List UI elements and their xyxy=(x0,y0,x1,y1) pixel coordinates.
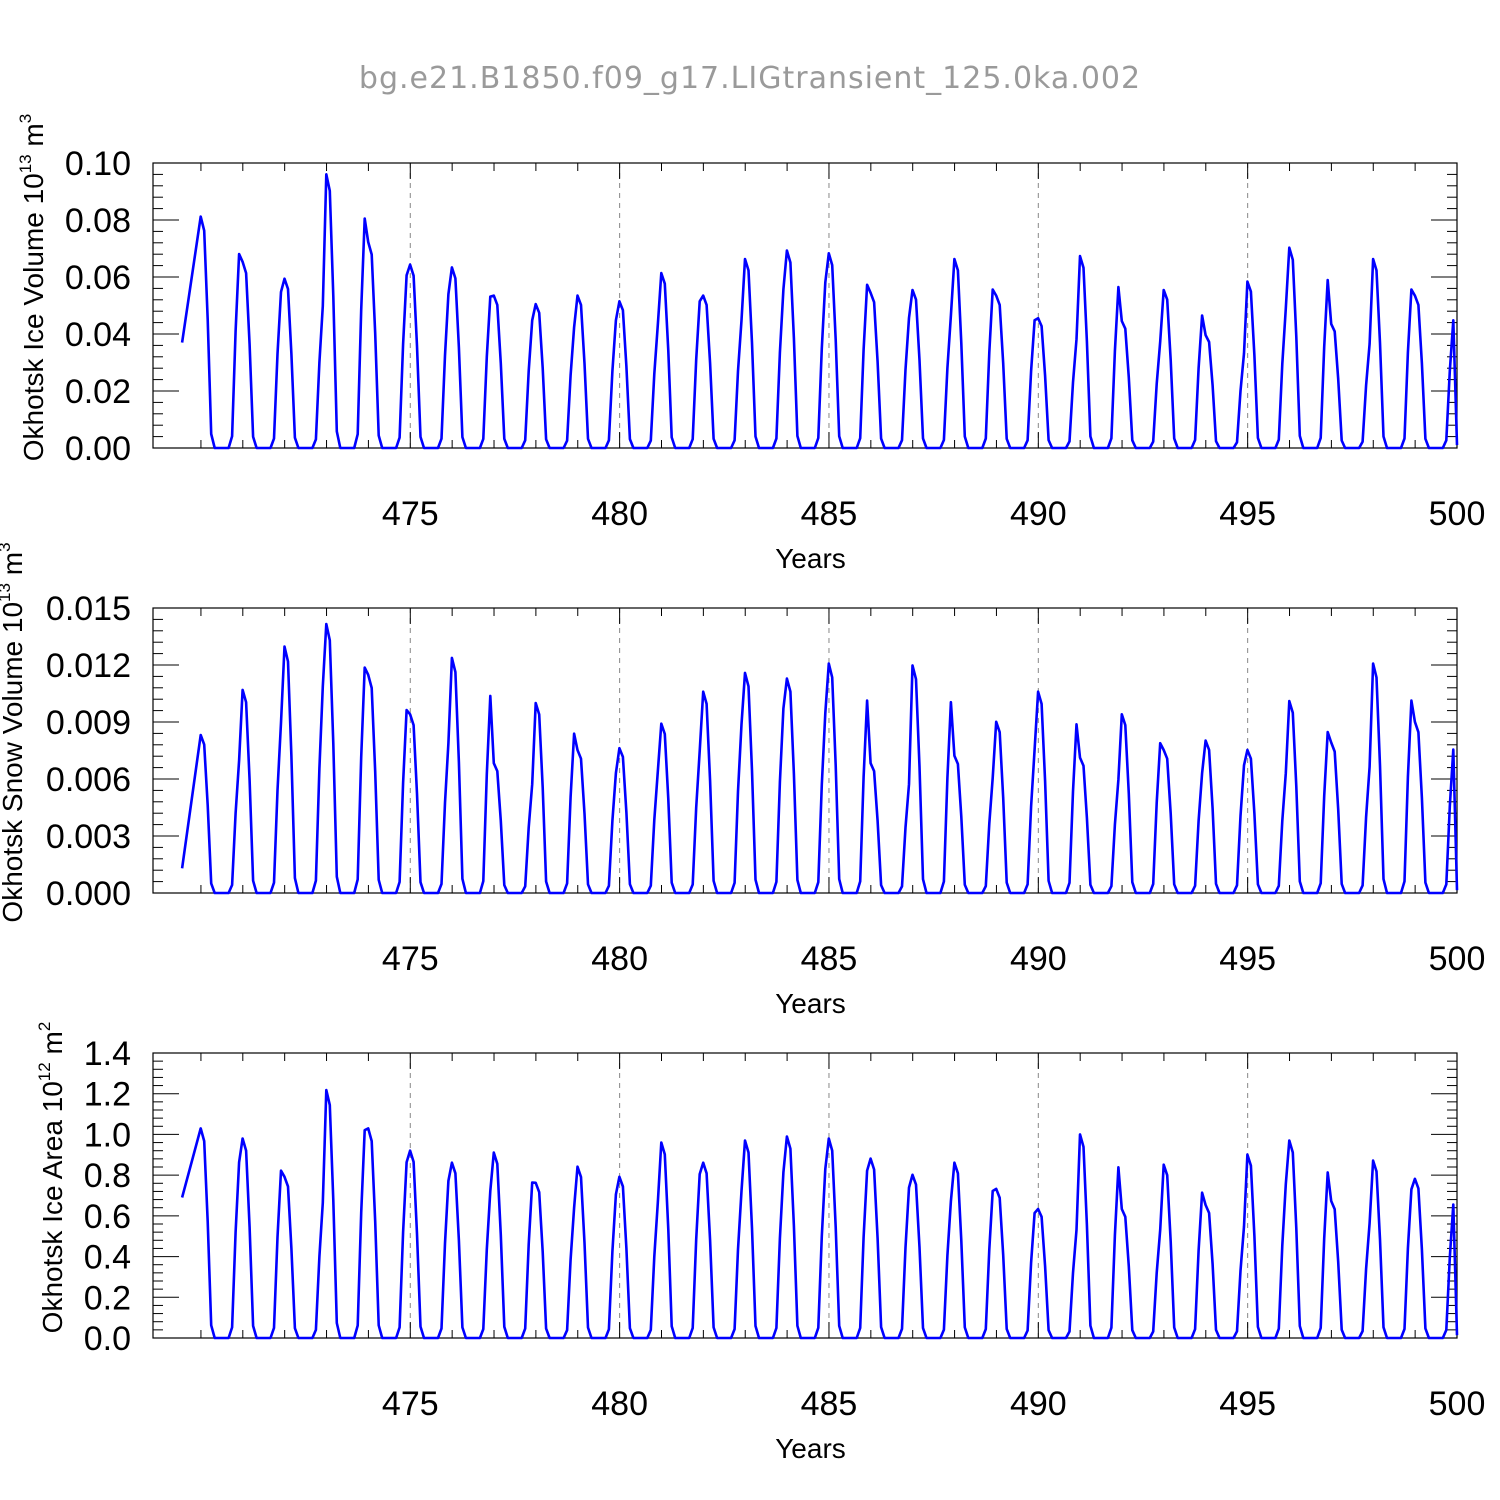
x-tick-label: 475 xyxy=(382,940,439,978)
y-tick-label: 0.015 xyxy=(46,590,131,628)
x-tick-label: 500 xyxy=(1429,940,1486,978)
y-tick-label: 0.2 xyxy=(84,1279,131,1317)
series-line xyxy=(180,173,1459,450)
x-axis-label: Years xyxy=(775,988,846,1019)
y-tick-label: 0.006 xyxy=(46,761,131,799)
y-tick-label: 0.000 xyxy=(46,875,131,913)
plot-frame xyxy=(152,607,1458,894)
panel-2: 0.000 0.003 0.006 0.009 0.012 0.015 475 480 485 4… xyxy=(0,542,1485,1019)
x-axis-label: Years xyxy=(775,543,846,574)
y-tick-label: 0.009 xyxy=(46,704,131,742)
panel-3: 0.00.20.40.60.81.01.21.4 475 480 485 490 495 5… xyxy=(35,1022,1485,1464)
panel-1: 0.00 0.02 0.04 0.06 0.08 0.10 475 480 485 490 495 5… xyxy=(16,114,1485,574)
x-tick-label: 500 xyxy=(1429,495,1486,533)
x-tick-label: 485 xyxy=(801,495,858,533)
y-tick-label: 0.02 xyxy=(65,373,131,411)
series-line xyxy=(180,622,1459,895)
y-tick-label: 0.10 xyxy=(65,145,131,183)
y-tick-label: 0.012 xyxy=(46,647,131,685)
x-tick-label: 480 xyxy=(591,1385,648,1423)
y-axis-label: Okhotsk Ice Volume 1013 m3 xyxy=(16,114,49,461)
x-tick-label: 490 xyxy=(1010,495,1067,533)
y-axis-label: Okhotsk Snow Volume 1013 m3 xyxy=(0,542,28,922)
plot-frame xyxy=(152,162,1458,449)
x-tick-label: 485 xyxy=(801,940,858,978)
x-tick-label: 485 xyxy=(801,1385,858,1423)
y-tick-label: 0.0 xyxy=(84,1320,131,1358)
series-line xyxy=(180,1088,1459,1340)
plot-frame xyxy=(152,1052,1458,1339)
x-tick-label: 495 xyxy=(1219,1385,1276,1423)
y-tick-label: 0.04 xyxy=(65,316,131,354)
chart-title: bg.e21.B1850.f09_g17.LIGtransient_125.0k… xyxy=(359,61,1141,96)
y-tick-label: 0.00 xyxy=(65,430,131,468)
x-axis-label: Years xyxy=(775,1433,846,1464)
x-tick-label: 500 xyxy=(1429,1385,1486,1423)
y-tick-label: 0.8 xyxy=(84,1157,131,1195)
y-tick-label: 1.0 xyxy=(84,1116,131,1154)
y-tick-label: 0.08 xyxy=(65,202,131,240)
x-tick-label: 490 xyxy=(1010,1385,1067,1423)
x-tick-label: 480 xyxy=(591,940,648,978)
y-tick-label: 1.2 xyxy=(84,1076,131,1114)
y-tick-label: 0.003 xyxy=(46,818,131,856)
x-tick-label: 475 xyxy=(382,1385,439,1423)
y-tick-label: 0.06 xyxy=(65,259,131,297)
panels: 0.00 0.02 0.04 0.06 0.08 0.10 475 480 485 490 495 5… xyxy=(0,114,1485,1464)
x-tick-label: 495 xyxy=(1219,940,1276,978)
y-axis-label: Okhotsk Ice Area 1012 m2 xyxy=(35,1022,68,1334)
x-tick-label: 475 xyxy=(382,495,439,533)
y-tick-label: 0.6 xyxy=(84,1198,131,1236)
y-tick-label: 1.4 xyxy=(84,1035,131,1073)
y-tick-label: 0.4 xyxy=(84,1239,131,1277)
x-tick-label: 495 xyxy=(1219,495,1276,533)
x-tick-label: 480 xyxy=(591,495,648,533)
x-tick-label: 490 xyxy=(1010,940,1067,978)
